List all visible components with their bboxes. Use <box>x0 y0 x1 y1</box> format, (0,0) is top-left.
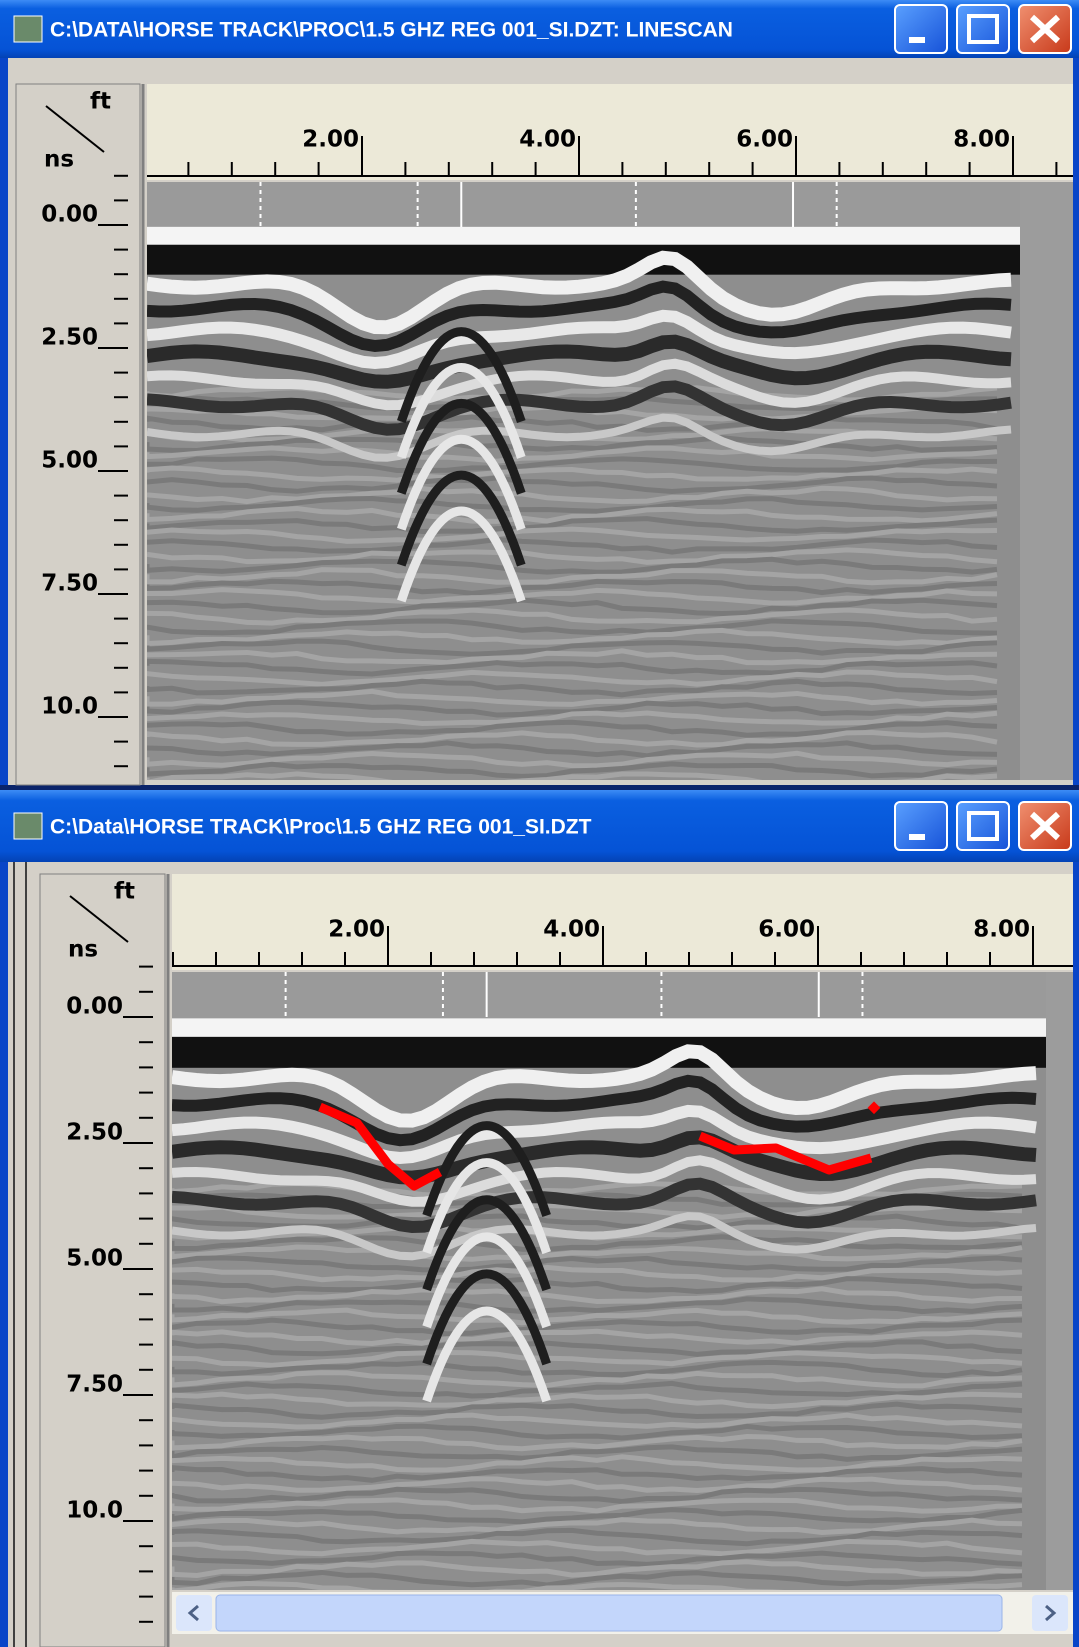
y-tick-label: 10.0 <box>41 694 98 720</box>
radar-surface-white <box>147 227 1020 245</box>
y-unit: ns <box>44 147 74 173</box>
x-tick-label: 2.00 <box>328 917 385 943</box>
y-tick-label: 5.00 <box>66 1246 123 1272</box>
radar-air <box>147 182 1020 230</box>
scroll-thumb[interactable] <box>216 1595 1002 1631</box>
minimize-glyph <box>909 37 925 43</box>
radargram <box>172 972 1046 1605</box>
scroll-right[interactable] <box>1032 1595 1068 1631</box>
window-title: C:\DATA\HORSE TRACK\PROC\1.5 GHZ REG 001… <box>50 19 733 42</box>
maximize-button[interactable] <box>957 802 1009 850</box>
x-tick-label: 8.00 <box>973 917 1030 943</box>
y-tick-label: 0.00 <box>66 994 123 1020</box>
x-tick-label: 8.00 <box>953 127 1010 153</box>
radar-air <box>172 972 1046 1021</box>
app-icon <box>14 16 42 42</box>
x-tick-label: 6.00 <box>736 127 793 153</box>
minimize-glyph <box>909 834 925 840</box>
radar-surface-black <box>147 245 1020 275</box>
maximize-button[interactable] <box>957 5 1009 53</box>
window: C:\DATA\HORSE TRACK\PROC\1.5 GHZ REG 001… <box>0 0 1079 796</box>
y-tick-label: 0.00 <box>41 202 98 228</box>
x-unit: ft <box>114 879 135 905</box>
y-tick-label: 2.50 <box>41 325 98 351</box>
x-unit: ft <box>90 89 111 115</box>
y-tick-label: 7.50 <box>41 571 98 597</box>
y-tick-label: 10.0 <box>66 1498 123 1524</box>
x-tick-label: 2.00 <box>302 127 359 153</box>
screen: C:\DATA\HORSE TRACK\PROC\1.5 GHZ REG 001… <box>0 0 1079 1647</box>
top-ruler <box>172 874 1073 970</box>
top-ruler <box>147 84 1073 180</box>
app-icon <box>14 813 42 839</box>
x-tick-label: 4.00 <box>519 127 576 153</box>
window-title: C:\Data\HORSE TRACK\Proc\1.5 GHZ REG 001… <box>50 816 592 839</box>
window: C:\Data\HORSE TRACK\Proc\1.5 GHZ REG 001… <box>0 790 1079 1647</box>
y-unit: ns <box>68 937 98 963</box>
y-tick-label: 5.00 <box>41 448 98 474</box>
scroll-left[interactable] <box>176 1595 212 1631</box>
x-tick-label: 4.00 <box>543 917 600 943</box>
radar-surface-black <box>172 1037 1046 1068</box>
ruler-panel <box>16 84 140 785</box>
radargram <box>147 182 1020 796</box>
page: C:\DATA\HORSE TRACK\PROC\1.5 GHZ REG 001… <box>0 0 1079 1647</box>
minimize-button[interactable] <box>895 802 947 850</box>
y-tick-label: 7.50 <box>66 1372 123 1398</box>
minimize-button[interactable] <box>895 5 947 53</box>
radar-surface-white <box>172 1018 1046 1037</box>
x-tick-label: 6.00 <box>758 917 815 943</box>
y-tick-label: 2.50 <box>66 1120 123 1146</box>
